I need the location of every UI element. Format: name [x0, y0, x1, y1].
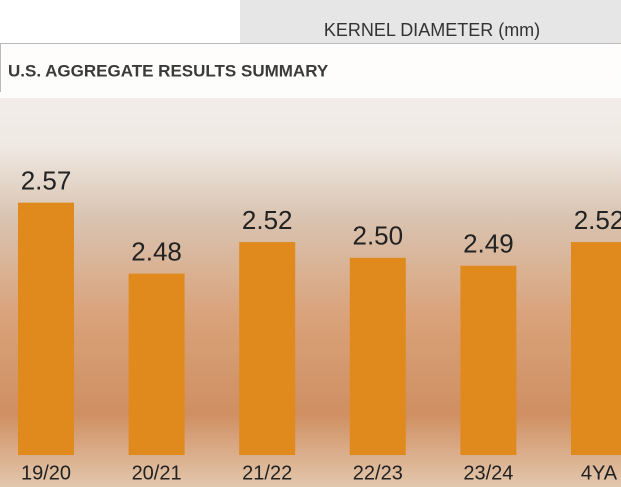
value-label: 2.52: [242, 205, 293, 235]
bar: [571, 242, 621, 455]
bar: [18, 202, 74, 455]
value-label: 2.57: [21, 166, 72, 196]
x-tick-label: 20/21: [132, 462, 182, 484]
header-blank: [0, 0, 240, 43]
value-label: 2.52: [574, 205, 621, 235]
bar: [349, 257, 406, 455]
chart-subtitle: U.S. AGGREGATE RESULTS SUMMARY: [8, 61, 329, 80]
value-label: 2.50: [352, 221, 403, 251]
subtitle-band: [0, 43, 621, 98]
x-tick-label: 23/24: [463, 462, 513, 484]
value-label: 2.49: [463, 229, 514, 259]
x-tick-label: 19/20: [21, 462, 71, 484]
bar: [460, 265, 517, 455]
bar: [128, 273, 185, 455]
value-label: 2.48: [131, 237, 182, 267]
x-tick-label: 22/23: [353, 462, 403, 484]
x-tick-label: 21/22: [242, 462, 292, 484]
bar: [239, 242, 296, 455]
x-tick-label: 4YA: [581, 462, 618, 484]
chart-title: KERNEL DIAMETER (mm): [324, 20, 540, 40]
header-box: [240, 0, 621, 43]
